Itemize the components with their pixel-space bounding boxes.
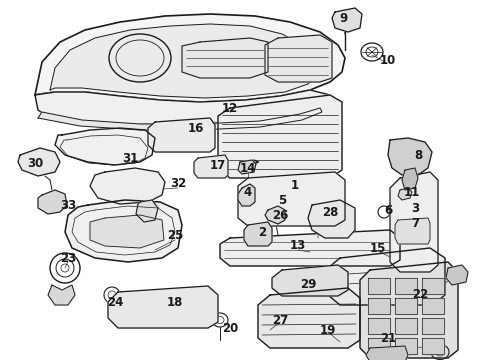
- Polygon shape: [368, 278, 390, 294]
- Polygon shape: [398, 188, 412, 200]
- Polygon shape: [90, 168, 165, 204]
- Text: 24: 24: [107, 296, 123, 309]
- Text: 26: 26: [272, 208, 288, 221]
- Polygon shape: [38, 108, 322, 130]
- Polygon shape: [328, 248, 445, 305]
- Text: 12: 12: [222, 102, 238, 114]
- Polygon shape: [388, 138, 432, 175]
- Text: 19: 19: [320, 324, 336, 337]
- Polygon shape: [265, 206, 285, 224]
- Polygon shape: [18, 148, 60, 176]
- Polygon shape: [238, 172, 345, 226]
- Text: 23: 23: [60, 252, 76, 265]
- Polygon shape: [395, 338, 417, 354]
- Polygon shape: [194, 155, 228, 178]
- Polygon shape: [368, 298, 390, 314]
- Polygon shape: [218, 95, 342, 178]
- Text: 28: 28: [322, 206, 338, 219]
- Text: 15: 15: [370, 242, 386, 255]
- Text: 3: 3: [411, 202, 419, 215]
- Text: 32: 32: [170, 176, 186, 189]
- Text: 14: 14: [240, 162, 256, 175]
- Text: 13: 13: [290, 239, 306, 252]
- Polygon shape: [238, 160, 256, 174]
- Text: 17: 17: [210, 158, 226, 171]
- Polygon shape: [148, 118, 215, 152]
- Text: 8: 8: [414, 149, 422, 162]
- Polygon shape: [368, 338, 390, 354]
- Polygon shape: [272, 265, 348, 296]
- Polygon shape: [422, 318, 444, 334]
- Polygon shape: [332, 8, 362, 32]
- Polygon shape: [220, 230, 400, 266]
- Text: 7: 7: [411, 216, 419, 230]
- Polygon shape: [238, 184, 255, 206]
- Polygon shape: [108, 286, 218, 328]
- Polygon shape: [390, 172, 438, 272]
- Text: 9: 9: [339, 12, 347, 24]
- Polygon shape: [38, 190, 67, 214]
- Text: 30: 30: [27, 157, 43, 170]
- Polygon shape: [35, 14, 345, 102]
- Polygon shape: [136, 200, 158, 222]
- Text: 11: 11: [404, 185, 420, 198]
- Text: 22: 22: [412, 288, 428, 302]
- Text: 21: 21: [380, 332, 396, 345]
- Text: 27: 27: [272, 314, 288, 327]
- Text: 6: 6: [384, 203, 392, 216]
- Text: 25: 25: [167, 229, 183, 242]
- Text: 33: 33: [60, 198, 76, 212]
- Polygon shape: [308, 200, 355, 238]
- Polygon shape: [395, 298, 417, 314]
- Polygon shape: [395, 218, 430, 244]
- Text: 20: 20: [222, 321, 238, 334]
- Polygon shape: [35, 90, 330, 124]
- Polygon shape: [402, 168, 418, 190]
- Text: 10: 10: [380, 54, 396, 67]
- Polygon shape: [244, 222, 272, 246]
- Polygon shape: [446, 265, 468, 285]
- Polygon shape: [422, 278, 444, 294]
- Polygon shape: [360, 262, 458, 358]
- Polygon shape: [395, 278, 417, 294]
- Polygon shape: [368, 318, 390, 334]
- Text: 4: 4: [244, 185, 252, 198]
- Text: 5: 5: [278, 194, 286, 207]
- Polygon shape: [395, 318, 417, 334]
- Text: 2: 2: [258, 225, 266, 239]
- Polygon shape: [90, 215, 164, 248]
- Polygon shape: [182, 38, 268, 78]
- Text: 1: 1: [291, 179, 299, 192]
- Text: 29: 29: [300, 279, 316, 292]
- Polygon shape: [265, 35, 332, 82]
- Polygon shape: [422, 338, 444, 354]
- Polygon shape: [50, 24, 318, 98]
- Text: 31: 31: [122, 152, 138, 165]
- Polygon shape: [422, 298, 444, 314]
- Text: 18: 18: [167, 296, 183, 309]
- Polygon shape: [65, 200, 182, 262]
- Polygon shape: [258, 288, 360, 348]
- Polygon shape: [366, 346, 408, 360]
- Text: 16: 16: [188, 122, 204, 135]
- Polygon shape: [55, 128, 155, 165]
- Polygon shape: [48, 285, 75, 305]
